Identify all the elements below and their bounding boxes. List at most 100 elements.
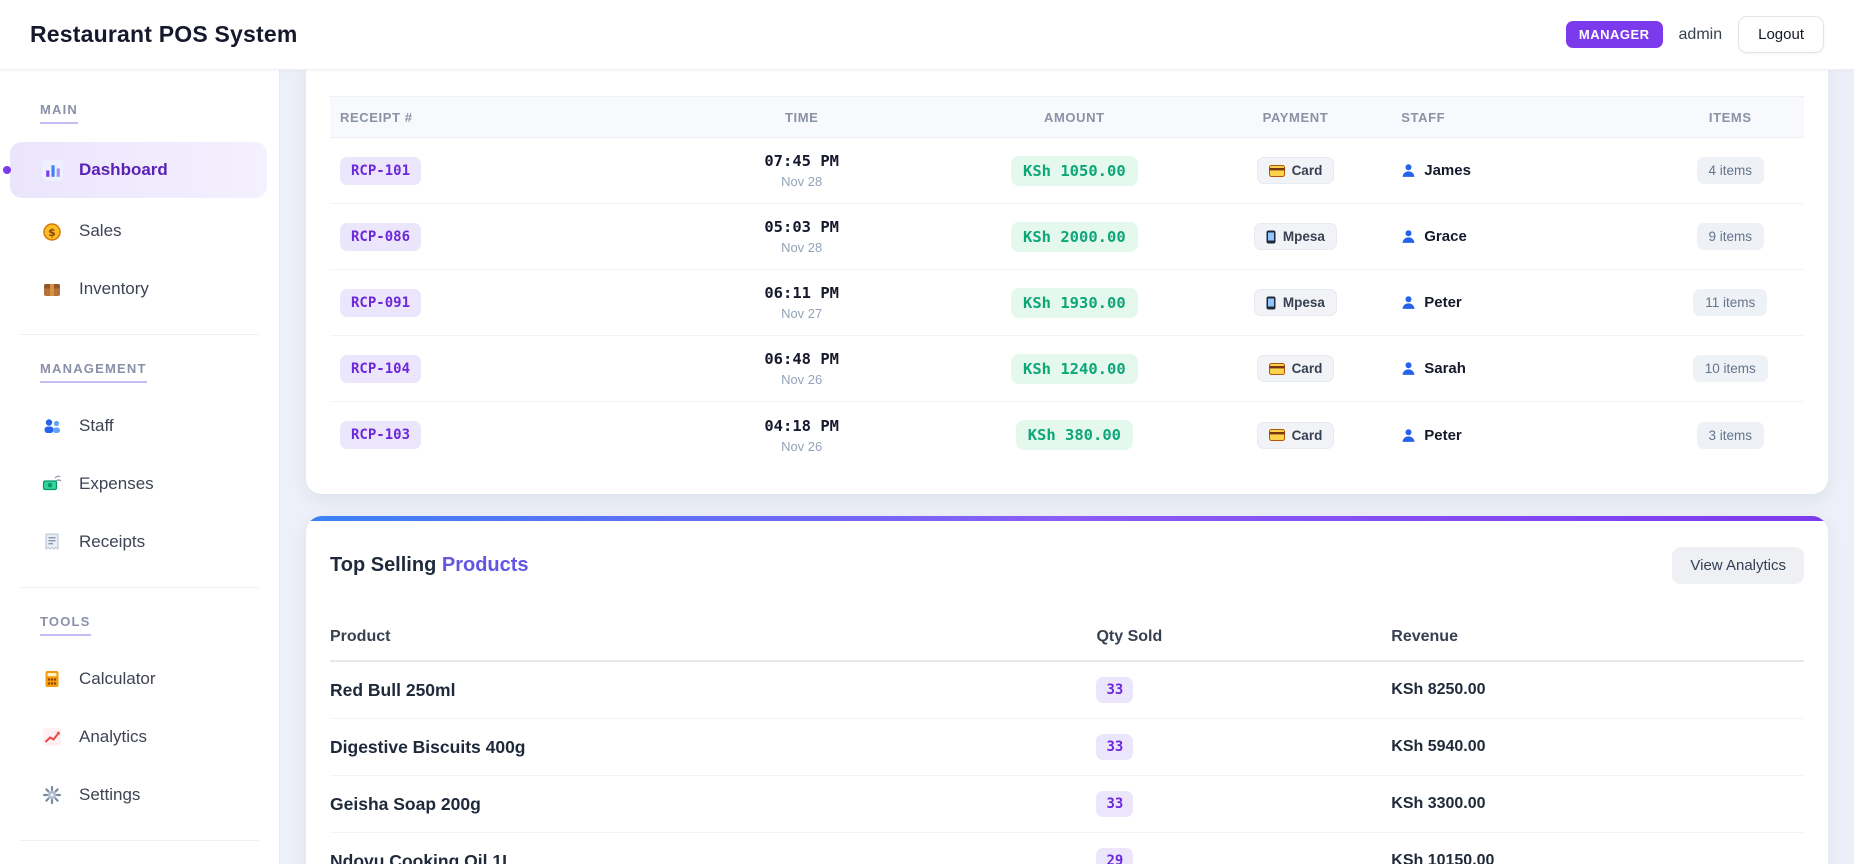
person-icon [1402, 230, 1415, 243]
receipt-row: RCP-103 04:18 PM Nov 26 KSh 380.00 Card … [330, 402, 1804, 468]
sidebar-item-calculator[interactable]: Calculator [0, 650, 279, 708]
items-count-pill: 9 items [1696, 223, 1765, 250]
staff-name: James [1424, 162, 1471, 179]
sidebar-item-sales[interactable]: $ Sales [0, 202, 279, 260]
top-selling-header: Top Selling Products View Analytics [306, 521, 1828, 616]
calculator-icon [40, 667, 64, 691]
dashboard-icon [40, 158, 64, 182]
person-icon [1402, 428, 1415, 442]
receipts-table-header: RECEIPT # TIME AMOUNT PAYMENT STAFF ITEM… [330, 96, 1804, 138]
receipt-number-badge[interactable]: RCP-086 [340, 222, 422, 251]
product-name: Digestive Biscuits 400g [330, 736, 526, 757]
top-header: Restaurant POS System MANAGER admin Logo… [0, 0, 1854, 70]
receipt-amount: KSh 2000.00 [1011, 221, 1138, 252]
qty-sold-badge: 33 [1096, 734, 1134, 760]
receipt-row: RCP-101 07:45 PM Nov 28 KSh 1050.00 Card… [330, 138, 1804, 204]
receipt-date: Nov 27 [781, 306, 823, 321]
logout-button[interactable]: Logout [1738, 16, 1824, 53]
sidebar-item-analytics[interactable]: Analytics [0, 708, 279, 766]
sidebar-section-main: MAIN [40, 102, 79, 124]
mpesa-phone-icon [1266, 230, 1276, 243]
sidebar-item-staff[interactable]: Staff [0, 397, 279, 455]
product-row: Red Bull 250ml 33 KSh 8250.00 [330, 662, 1804, 719]
sidebar-item-dashboard[interactable]: Dashboard [10, 142, 267, 198]
col-time: TIME [784, 109, 819, 125]
receipt-amount: KSh 380.00 [1015, 420, 1134, 450]
receipt-row: RCP-091 06:11 PM Nov 27 KSh 1930.00 Mpes… [330, 270, 1804, 336]
sidebar: MAIN Dashboard $ Sales Inventory [0, 70, 280, 864]
product-row: Digestive Biscuits 400g 33 KSh 5940.00 [330, 719, 1804, 776]
receipt-number-badge[interactable]: RCP-091 [340, 288, 422, 317]
col-product: Product [330, 628, 391, 645]
col-revenue: Revenue [1391, 628, 1458, 645]
items-count-pill: 4 items [1696, 157, 1765, 184]
receipt-date: Nov 26 [781, 438, 823, 454]
person-icon [1402, 296, 1415, 309]
receipt-time: 04:18 PM [764, 416, 839, 435]
sidebar-divider [20, 840, 259, 841]
top-selling-title: Top Selling Products [330, 554, 529, 576]
sidebar-item-inventory[interactable]: Inventory [0, 260, 279, 318]
qty-sold-badge: 29 [1096, 848, 1134, 864]
sidebar-item-expenses[interactable]: Expenses [0, 455, 279, 513]
app-title: Restaurant POS System [30, 21, 298, 47]
username-label: admin [1678, 25, 1723, 43]
top-selling-card: Top Selling Products View Analytics Prod… [306, 516, 1828, 864]
sidebar-item-label: Analytics [79, 727, 148, 746]
items-count-pill: 11 items [1693, 289, 1768, 316]
sidebar-item-label: Staff [79, 416, 114, 435]
product-row: Geisha Soap 200g 33 KSh 3300.00 [330, 776, 1804, 833]
sales-icon: $ [40, 219, 64, 243]
inventory-icon [40, 277, 64, 301]
staff-icon [40, 414, 64, 438]
top-selling-title-highlight: Products [441, 554, 529, 576]
sidebar-item-receipts[interactable]: Receipts [0, 513, 279, 571]
sidebar-item-label: Settings [79, 785, 141, 804]
items-count-pill: 3 items [1696, 421, 1765, 449]
qty-sold-badge: 33 [1096, 791, 1134, 817]
sidebar-item-label: Sales [79, 221, 122, 240]
receipt-date: Nov 28 [781, 174, 823, 189]
product-revenue: KSh 10150.00 [1391, 852, 1495, 864]
receipt-amount: KSh 1930.00 [1011, 287, 1138, 318]
payment-method-pill: Mpesa [1253, 289, 1337, 316]
receipt-time: 06:48 PM [764, 350, 839, 368]
product-name: Geisha Soap 200g [330, 793, 481, 814]
sidebar-item-label: Calculator [79, 669, 156, 688]
recent-receipts-card: RECEIPT # TIME AMOUNT PAYMENT STAFF ITEM… [306, 70, 1828, 494]
col-staff: STAFF [1401, 109, 1446, 125]
receipt-date: Nov 28 [781, 240, 823, 255]
sidebar-section-tools: TOOLS [40, 614, 91, 636]
payment-method-pill: Card [1256, 157, 1335, 184]
top-selling-table: Product Qty Sold Revenue Red Bull 250ml … [330, 616, 1804, 864]
receipt-number-badge[interactable]: RCP-101 [340, 156, 422, 185]
items-count-pill: 10 items [1692, 355, 1768, 382]
person-icon [1402, 362, 1415, 375]
staff-name: Sarah [1424, 360, 1466, 377]
col-amount: AMOUNT [1044, 109, 1105, 125]
payment-method-pill: Mpesa [1253, 223, 1337, 250]
receipt-time: 06:11 PM [764, 284, 839, 302]
receipts-icon [40, 530, 64, 554]
top-selling-table-header: Product Qty Sold Revenue [330, 616, 1804, 662]
payment-method-pill: Card [1256, 355, 1335, 382]
body-layout: MAIN Dashboard $ Sales Inventory [0, 70, 1854, 864]
view-analytics-button[interactable]: View Analytics [1672, 547, 1804, 584]
card-icon [1268, 164, 1285, 177]
col-qty-sold: Qty Sold [1096, 628, 1163, 645]
qty-sold-badge: 33 [1096, 677, 1134, 703]
sidebar-item-settings[interactable]: Settings [0, 766, 279, 824]
receipt-time: 05:03 PM [764, 218, 839, 236]
staff-name: Grace [1424, 228, 1467, 245]
svg-text:$: $ [48, 226, 56, 239]
receipt-number-badge[interactable]: RCP-103 [340, 421, 422, 449]
product-revenue: KSh 5940.00 [1391, 738, 1486, 755]
sidebar-item-label: Dashboard [79, 160, 168, 179]
analytics-icon [40, 725, 64, 749]
receipt-number-badge[interactable]: RCP-104 [340, 354, 422, 383]
receipt-amount: KSh 1240.00 [1011, 353, 1138, 384]
product-revenue: KSh 8250.00 [1391, 681, 1486, 698]
card-icon [1268, 362, 1285, 375]
payment-method-pill: Card [1256, 421, 1335, 449]
